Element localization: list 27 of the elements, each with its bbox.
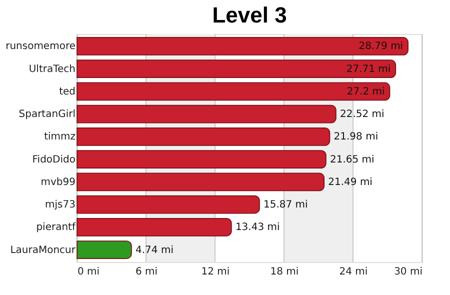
y-tick-label: FidoDido <box>32 154 76 166</box>
y-tick-label: LauraMoncur <box>10 244 76 256</box>
data-label: 4.74 mi <box>136 244 174 256</box>
x-tick-label: 0 mi <box>78 266 100 278</box>
y-tick-label: ted <box>59 86 76 98</box>
data-label: 27.2 mi <box>346 86 385 98</box>
data-label: 15.87 mi <box>264 200 308 211</box>
x-tick-label: 18 mi <box>270 266 299 278</box>
data-label: 13.43 mi <box>235 222 280 234</box>
data-label: 28.79 mi <box>358 41 404 52</box>
y-tick-label: pierantf <box>36 222 76 234</box>
data-label: 21.65 mi <box>330 154 374 166</box>
data-label: 21.98 mi <box>334 132 378 143</box>
y-tick-label: mvb99 <box>40 176 76 188</box>
x-tick-label: 30 mi <box>394 266 422 278</box>
y-tick-label: SpartanGirl <box>18 109 76 120</box>
x-tick-label: 6 mi <box>135 266 158 278</box>
y-tick-label: mjs73 <box>45 200 76 211</box>
x-tick-label: 24 mi <box>339 266 368 278</box>
y-tick-label: runsomemore <box>6 41 76 52</box>
y-tick-label: UltraTech <box>28 64 76 75</box>
data-label: 22.52 mi <box>340 109 384 120</box>
data-label: 21.49 mi <box>328 176 372 188</box>
chart-title: Level 3 <box>212 2 287 28</box>
y-tick-label: timmz <box>44 132 76 143</box>
data-label: 27.71 mi <box>346 64 391 75</box>
x-tick-label: 12 mi <box>201 266 230 278</box>
